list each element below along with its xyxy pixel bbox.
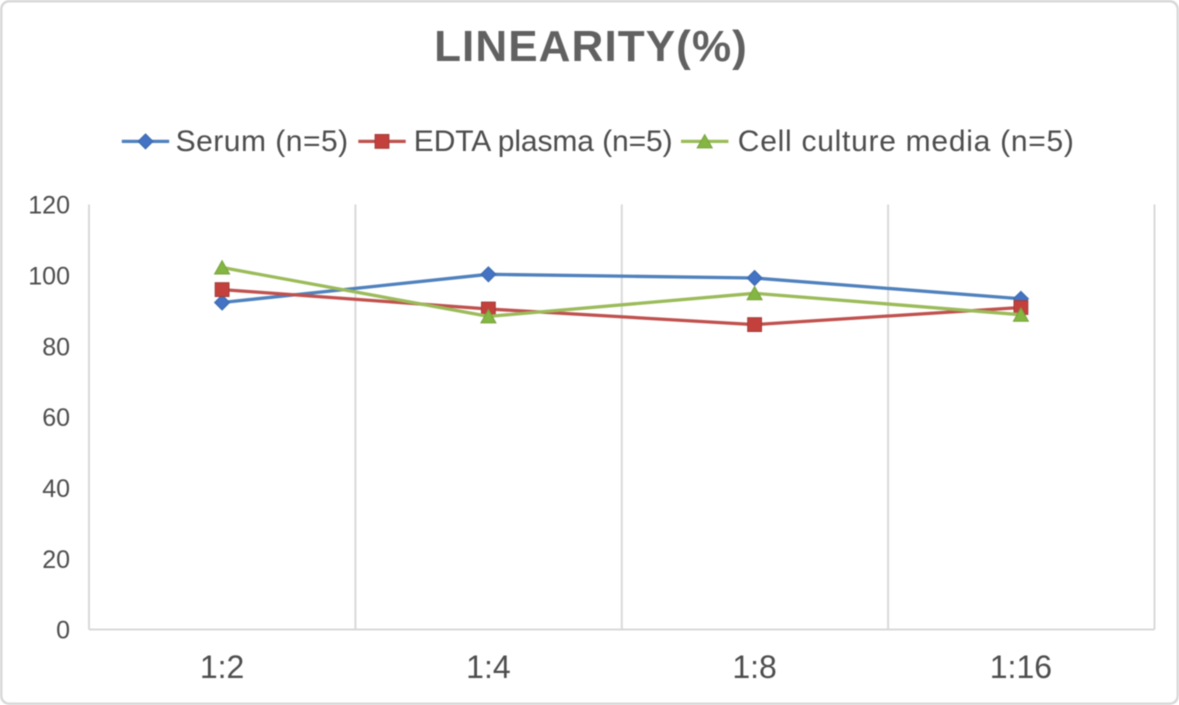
svg-text:1:2: 1:2 [200,649,244,685]
svg-text:LINEARITY(%): LINEARITY(%) [434,22,748,71]
svg-text:60: 60 [42,404,70,432]
svg-text:120: 120 [28,192,70,220]
svg-text:1:16: 1:16 [990,649,1052,685]
svg-text:Cell culture media (n=5): Cell culture media (n=5) [738,125,1075,158]
svg-text:1:4: 1:4 [466,649,510,685]
svg-text:EDTA plasma (n=5): EDTA plasma (n=5) [414,125,673,158]
svg-text:Serum (n=5): Serum (n=5) [176,125,349,158]
svg-text:1:8: 1:8 [732,649,776,685]
svg-text:80: 80 [42,333,70,361]
svg-text:20: 20 [42,546,70,574]
svg-text:0: 0 [56,617,70,645]
svg-text:40: 40 [42,475,70,503]
svg-text:100: 100 [28,262,70,290]
